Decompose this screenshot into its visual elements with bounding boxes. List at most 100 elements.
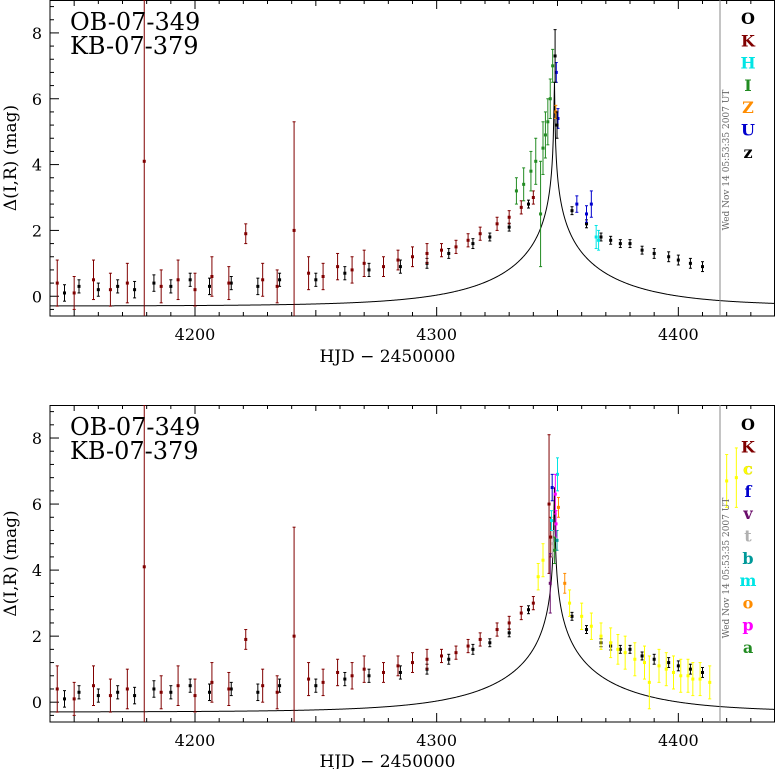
data-point (585, 212, 588, 216)
model-curve (50, 81, 775, 307)
data-point (519, 205, 523, 209)
data-point (92, 278, 95, 282)
data-point (556, 505, 560, 509)
x-tick-label: 4300 (416, 731, 457, 750)
legend-label-I: I (744, 76, 751, 95)
series-m (549, 457, 559, 531)
data-point (362, 261, 366, 265)
x-tick-label: 4400 (658, 731, 699, 750)
model-curve (50, 487, 775, 713)
data-point (657, 664, 661, 668)
data-point (193, 694, 197, 698)
data-point (261, 684, 265, 688)
data-point (618, 242, 622, 246)
data-point (691, 677, 695, 681)
data-point (116, 690, 120, 694)
series-o (556, 496, 567, 594)
legend-label-t: t (744, 527, 752, 546)
data-point (159, 284, 163, 288)
data-point (72, 291, 76, 295)
x-axis-label: HJD − 2450000 (319, 752, 455, 769)
data-point (541, 558, 545, 562)
legend-label-a: a (743, 638, 753, 657)
data-point (350, 268, 354, 272)
y-tick-label: 4 (32, 561, 42, 580)
event-name-2: KB-07-379 (70, 437, 199, 465)
event-name-1: OB-07-349 (70, 413, 200, 441)
data-point (411, 255, 414, 259)
data-point (609, 238, 613, 242)
y-axis-label: Δ(I,R) (mag) (1, 510, 21, 616)
data-point (176, 278, 180, 282)
data-point (507, 225, 511, 229)
data-point (77, 690, 81, 694)
y-axis-label: Δ(I,R) (mag) (1, 105, 21, 211)
data-point (529, 169, 533, 173)
timestamp: Wed Nov 14 05:53:35 2007 UT (722, 90, 732, 231)
data-point (169, 690, 173, 694)
data-point (314, 684, 318, 688)
data-point (536, 575, 540, 579)
data-point (307, 677, 311, 681)
legend-label-K: K (741, 437, 756, 456)
data-point (554, 70, 558, 74)
data-point (336, 265, 340, 269)
data-point (382, 670, 385, 674)
data-point (495, 222, 499, 226)
data-point (667, 255, 671, 259)
data-point (514, 189, 518, 193)
legend-label-Z: Z (742, 98, 754, 117)
data-point (551, 542, 555, 546)
data-point (478, 232, 482, 236)
plot-area (50, 0, 775, 316)
legend-label-o: o (743, 593, 754, 612)
data-point (343, 677, 347, 681)
data-point (546, 120, 550, 124)
data-point (108, 288, 112, 292)
data-point (531, 601, 535, 605)
data-point (292, 634, 296, 638)
data-point (307, 271, 311, 275)
data-point (549, 535, 553, 539)
legend-label-b: b (742, 549, 753, 568)
data-point (440, 654, 443, 658)
data-point (367, 268, 371, 272)
data-point (640, 248, 644, 252)
data-point (125, 687, 129, 691)
data-point (643, 661, 646, 665)
y-tick-label: 8 (32, 429, 42, 448)
series-f (550, 473, 554, 502)
data-point (362, 667, 366, 671)
data-point (466, 238, 470, 242)
data-point (531, 196, 535, 199)
y-tick-label: 2 (32, 627, 42, 646)
data-point (125, 281, 129, 285)
data-point (519, 611, 523, 615)
data-point (556, 472, 559, 476)
data-point (585, 628, 588, 632)
data-point (133, 288, 137, 292)
data-point (447, 657, 451, 661)
data-point (616, 647, 620, 651)
legend-label-U: U (741, 121, 755, 140)
timestamp: Wed Nov 14 05:53:35 2007 UT (722, 498, 732, 639)
data-point (599, 634, 603, 638)
data-point (652, 657, 656, 661)
data-point (589, 202, 593, 206)
data-point (527, 202, 530, 206)
data-point (628, 647, 632, 651)
data-point (321, 275, 325, 278)
data-point (229, 281, 233, 285)
legend-label-f: f (745, 482, 753, 501)
data-point (672, 670, 675, 674)
data-point (698, 677, 702, 681)
data-point (563, 581, 567, 585)
data-point (275, 284, 279, 288)
data-point (292, 228, 296, 232)
legend-label-v: v (742, 504, 753, 523)
series-z (553, 29, 559, 139)
data-point (229, 687, 233, 691)
data-point (495, 628, 499, 632)
data-point (382, 265, 385, 269)
data-point (589, 624, 593, 628)
